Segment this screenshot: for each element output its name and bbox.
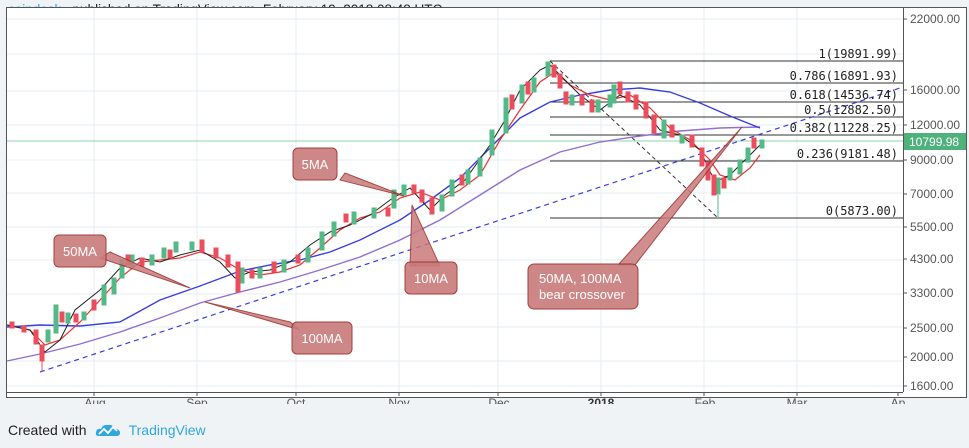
callout-50ma[interactable]: 50MA [53,234,191,289]
created-with-text: Created with [8,422,87,438]
x-tick: Oct [287,396,306,404]
callout-10ma[interactable]: 10MA [404,204,458,295]
y-tick: 2500.00 [910,321,954,335]
time-axis: Aug Sep Oct Nov Dec 2018 Feb Mar Ap [84,392,906,404]
callout-label: 10MA [414,271,448,286]
footer: Created with TradingView [8,422,206,438]
tradingview-link[interactable]: TradingView [128,422,206,438]
callout-5ma[interactable]: 5MA [292,147,405,197]
x-tick: Feb [695,396,716,404]
fib-label-0236: 0.236(9181.48) [797,147,898,161]
x-tick: Sep [186,396,208,404]
y-tick: 7000.00 [910,187,954,201]
y-tick: 22000.00 [910,12,960,26]
y-tick: 2000.00 [910,350,954,364]
fib-label-1: 1(19891.99) [819,47,898,61]
y-tick: 3300.00 [910,286,954,300]
last-price-badge-text: 10799.98 [909,135,959,149]
x-tick: Ap [891,396,906,404]
fib-label-0: 0(5873.00) [826,204,898,218]
y-tick: 9000.00 [910,153,954,167]
x-tick: Nov [388,396,409,404]
callout-label: 50MA, 100MA [539,271,622,286]
callout-label: 5MA [302,157,329,172]
ma100-line [6,126,761,362]
y-tick: 5500.00 [910,220,954,234]
y-tick: 16000.00 [910,83,960,97]
x-tick: Dec [488,396,509,404]
fib-label-0382: 0.382(11228.25) [790,121,898,135]
tradingview-logo-icon [95,424,120,436]
fibonacci-retracement[interactable] [550,60,903,219]
price-chart[interactable]: 1(19891.99) 0.786(16891.93) 0.618(14536.… [6,7,969,404]
fib-labels: 1(19891.99) 0.786(16891.93) 0.618(14536.… [790,47,898,218]
x-tick: 2018 [588,396,615,404]
x-tick: Mar [787,396,808,404]
y-tick: 4300.00 [910,252,954,266]
last-price-badge [904,133,966,150]
fib-label-0786: 0.786(16891.93) [790,69,898,83]
callout-label: 50MA [63,244,97,259]
chart-frame [6,7,967,398]
price-axis: 22000.00 16000.00 12000.00 9000.00 7000.… [903,12,960,393]
support-trendline[interactable] [39,86,904,373]
y-tick: 12000.00 [910,118,960,132]
fib-label-05: 0.5(12882.50) [804,103,898,117]
callout-label: bear crossover [539,287,626,302]
callout-100ma[interactable]: 100MA [204,301,353,355]
ma50-line [6,87,761,328]
callout-bear-crossover[interactable]: 50MA, 100MA bear crossover [527,126,743,310]
callout-label: 100MA [301,331,343,346]
grid [7,8,903,392]
x-tick: Aug [84,396,105,404]
y-tick: 1600.00 [910,379,954,393]
fib-label-0618: 0.618(14536.74) [790,88,898,102]
candlesticks[interactable] [9,61,765,372]
